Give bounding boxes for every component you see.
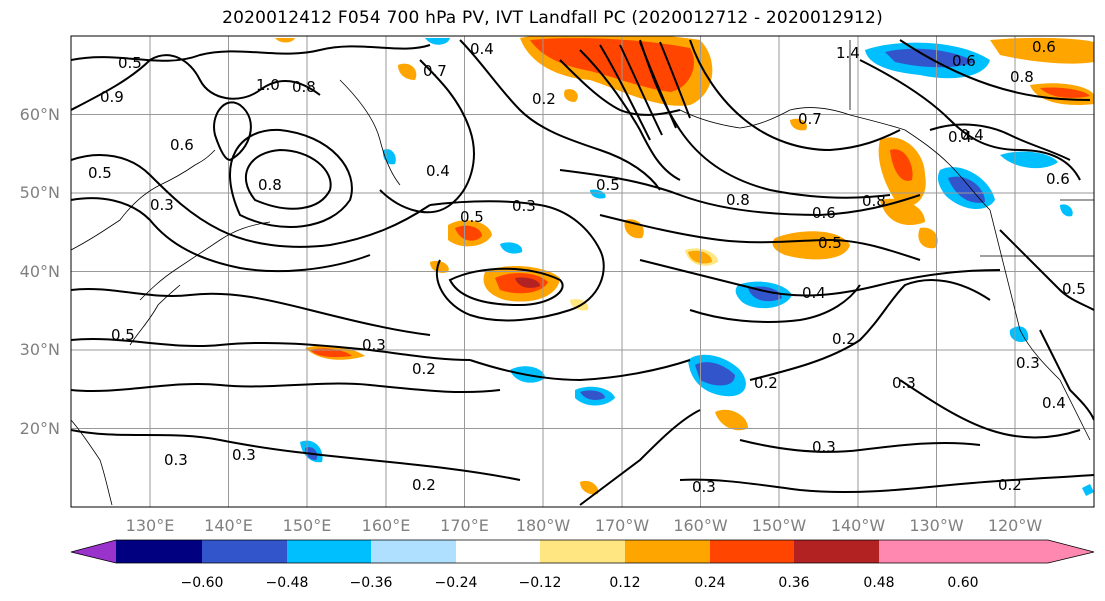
contour-label: 0.2 [412,360,436,378]
contour-label: 0.3 [692,478,716,496]
contour-label: 0.3 [892,374,916,392]
graticule [71,36,1094,507]
contour-label: 0.5 [596,176,620,194]
contour-label: 0.3 [232,446,256,464]
lon-label: 150°W [752,516,807,535]
colorbar-segment [287,540,371,563]
lat-label: 30°N [20,340,60,359]
lon-label: 170°W [595,516,650,535]
contour-label: 0.3 [1016,354,1040,372]
colorbar-segment [116,540,202,563]
contour-label: 0.4 [960,126,984,144]
colorbar-extend-low [71,540,116,563]
colorbar-segment [794,540,879,563]
contour-label: 0.3 [362,336,386,354]
lon-label: 150°E [283,516,332,535]
contour-label: 0.4 [470,40,494,58]
contour-label: 1.0 [256,76,280,94]
contour-label: 0.3 [150,196,174,214]
colorbar-tick: −0.36 [350,575,393,591]
colorbar-extend-high [963,540,1094,563]
contour-label: 0.3 [812,438,836,456]
contour-label: 1.4 [836,44,860,62]
contour-label: 0.5 [111,326,135,344]
lon-label: 140°W [831,516,886,535]
colorbar-tick: 0.60 [947,575,978,591]
lon-label: 180°W [516,516,571,535]
colorbar-tick: 0.48 [863,575,894,591]
contour-label: 0.6 [1032,38,1056,56]
colorbar-segment [879,540,963,563]
lon-label: 170°E [440,516,489,535]
contour-label: 0.2 [532,90,556,108]
contour-label: 0.2 [412,476,436,494]
contour-label: 0.7 [423,62,447,80]
colorbar-tick: −0.24 [435,575,478,591]
contour-label: 0.3 [164,451,188,469]
colorbar-segment [540,540,625,563]
contour-label: 0.6 [1046,170,1070,188]
contour-label: 0.9 [100,88,124,106]
latitude-labels: 60°N 50°N 40°N 30°N 20°N [20,105,60,438]
contour-label: 0.5 [118,54,142,72]
colorbar: −0.60 −0.48 −0.36 −0.24 −0.12 0.12 0.24 … [70,539,1095,591]
colorbar-segment [202,540,287,563]
lon-label: 130°E [126,516,175,535]
colorbar-tick-labels: −0.60 −0.48 −0.36 −0.24 −0.12 0.12 0.24 … [181,575,979,591]
lon-label: 160°W [673,516,728,535]
contour-label: 0.6 [170,136,194,154]
colorbar-tick: −0.12 [519,575,562,591]
colorbar-segment [371,540,456,563]
contour-label: 0.8 [1010,68,1034,86]
colorbar-tick: 0.24 [694,575,725,591]
contour-labels: 0.5 0.9 1.0 0.8 0.7 0.4 0.6 0.5 0.8 0.3 … [88,38,1086,496]
contour-label: 0.8 [258,176,282,194]
colorbar-tick: −0.60 [181,575,224,591]
contour-label: 0.4 [948,128,972,146]
lat-label: 50°N [20,183,60,202]
lat-label: 40°N [20,262,60,281]
contour-label: 0.2 [998,476,1022,494]
contour-label: 0.4 [1042,394,1066,412]
lon-label: 120°W [988,516,1043,535]
pv-contours [71,39,1094,506]
contour-label: 0.8 [726,191,750,209]
contour-label: 0.6 [812,204,836,222]
lat-label: 20°N [20,419,60,438]
lat-label: 60°N [20,105,60,124]
contour-label: 0.5 [460,208,484,226]
colorbar-segment [625,540,710,563]
contour-label: 0.4 [426,162,450,180]
contour-label: 0.2 [754,374,778,392]
contour-label: 0.8 [292,78,316,96]
contour-label: 0.4 [802,284,826,302]
contour-label: 0.2 [832,330,856,348]
map-frame [70,35,1095,508]
colorbar-segment [710,540,794,563]
lon-label: 130°W [909,516,964,535]
contour-label: 0.6 [952,52,976,70]
longitude-labels: 130°E 140°E 150°E 160°E 170°E 180°W 170°… [126,516,1043,535]
contour-label: 0.5 [1062,280,1086,298]
contour-label: 0.5 [88,164,112,182]
colorbar-segment [456,540,540,563]
colorbar-tick: 0.12 [609,575,640,591]
contour-label: 0.7 [798,110,822,128]
map-title: 2020012412 F054 700 hPa PV, IVT Landfall… [222,8,883,28]
contour-label: 0.3 [512,197,536,215]
negative-anomaly-shading [300,38,1094,496]
colorbar-tick: 0.36 [778,575,809,591]
lon-label: 160°E [362,516,411,535]
colorbar-tick: −0.48 [266,575,309,591]
contour-label: 0.5 [818,234,842,252]
lon-label: 140°E [204,516,253,535]
contour-label: 0.8 [862,192,886,210]
